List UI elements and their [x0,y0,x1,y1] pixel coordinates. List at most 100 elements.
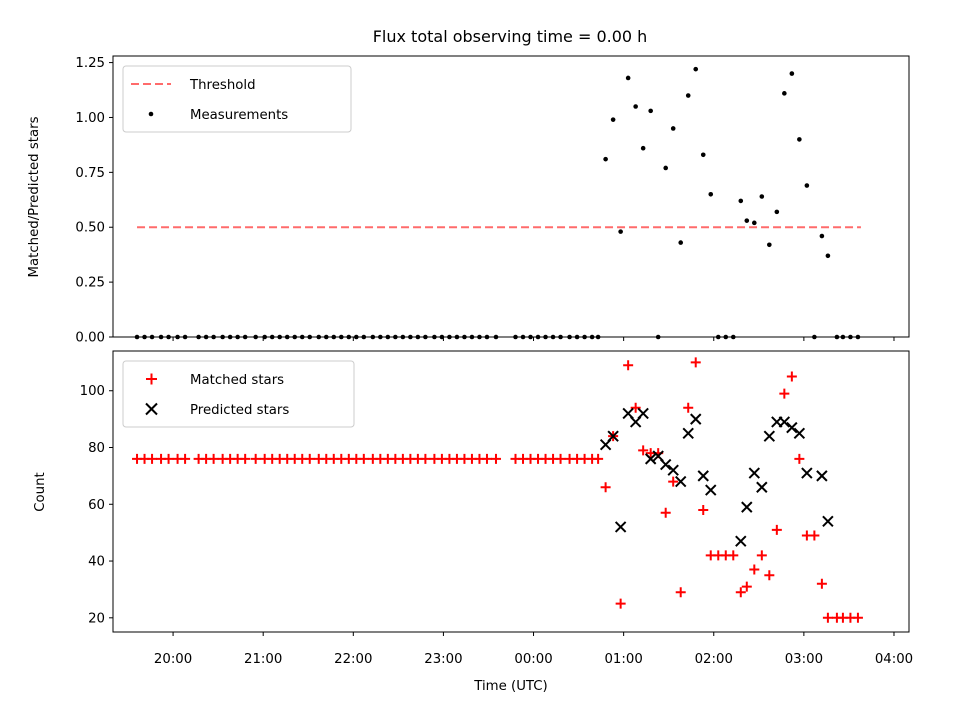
matched-star-point [749,564,760,575]
predicted-star-point [659,458,672,471]
matched-star-point [555,453,566,464]
matched-star-point [660,507,671,518]
matched-star-point [147,453,158,464]
matched-star-point [240,453,251,464]
predicted-star-point [614,521,627,533]
measurement-point [678,240,684,245]
predicted-star-point [748,467,761,479]
bottom-y-axis-label: Count [33,472,48,512]
matched-star-point [358,453,369,464]
predicted-star-point [682,427,694,440]
matched-star-point [638,445,649,456]
matched-star-point [756,550,767,561]
y-tick-label: 1.00 [75,111,105,126]
y-tick-label: 20 [88,611,105,626]
predicted-star-point [690,413,702,425]
bottom-plot-frame [112,350,910,633]
x-tick-label: 02:00 [695,652,733,667]
matched-star-point [490,453,501,464]
measurement-point [700,152,706,158]
predicted-star-point [801,467,813,479]
measurement-point [774,209,780,215]
matched-star-point [163,453,174,464]
matched-stars-legend-swatch [146,373,157,385]
measurement-point [804,183,810,188]
matched-star-point [735,587,746,598]
x-tick-label: 00:00 [514,652,552,667]
top-legend: Threshold Measurements [122,65,352,133]
predicted-star-point [786,421,798,434]
bottom-plot-marks [132,357,863,623]
predicted-star-point [756,481,768,493]
measurement-point [752,220,757,226]
matched-star-point [822,612,833,623]
y-tick-label: 60 [88,498,105,513]
matched-stars-legend-label: Matched stars [190,373,284,388]
matched-star-point [683,402,694,413]
matched-star-point [600,482,611,493]
threshold-legend-label: Threshold [189,78,256,93]
predicted-star-point [667,464,679,476]
x-tick-label: 21:00 [244,652,282,667]
y-tick-label: 0.00 [75,331,105,346]
matched-star-point [420,453,431,464]
predicted-star-point [763,430,776,442]
predicted-star-point [637,407,649,420]
x-tick-label: 01:00 [604,652,642,667]
chart-title: Flux total observing time = 0.00 h [373,27,648,46]
matched-star-point [728,550,739,561]
x-tick-label: 20:00 [154,652,192,667]
matched-star-point [794,453,805,464]
matched-star-point [741,581,752,592]
measurement-point [648,108,653,114]
matched-star-point [786,371,797,382]
bottom-legend-box [122,360,355,428]
bottom-x-axis: 20:00 21:00 22:00 23:00 00:00 01:00 02:00 03:00… [154,632,913,667]
measurement-point [789,71,795,76]
predicted-star-point [793,427,806,440]
matched-star-point [816,578,827,589]
y-tick-label: 1.25 [75,56,105,71]
predicted-star-point [705,484,717,496]
matched-star-point [593,453,604,464]
measurement-point [633,104,638,109]
measurement-point [825,253,831,259]
top-panel: 0.00 0.25 0.50 0.75 1.00 1.25 Matched/Predict… [27,55,910,346]
measurement-point [738,198,744,204]
measurements-legend-swatch [148,111,154,117]
measurement-point [618,229,623,234]
matched-star-point [250,453,261,464]
y-tick-label: 100 [80,384,105,399]
y-tick-label: 0.50 [75,221,105,236]
matched-star-point [615,598,626,609]
x-tick-label: 03:00 [785,652,823,667]
matched-star-point [764,570,775,581]
measurement-point [685,93,691,98]
matched-star-point [481,453,492,464]
matched-star-point [208,453,219,464]
measurement-point [640,145,646,151]
y-tick-label: 80 [88,441,105,456]
matched-star-point [779,388,790,399]
matched-star-point [304,453,315,464]
measurement-point [603,156,608,162]
top-legend-box [122,65,352,133]
predicted-star-point [778,416,791,428]
measurement-point [693,66,699,72]
top-plot-frame [112,55,910,338]
predicted-star-point [816,470,828,482]
matched-star-point [623,360,634,371]
top-y-axis: 0.00 0.25 0.50 0.75 1.00 1.25 [75,56,113,346]
top-x-ticks [172,337,895,341]
top-y-axis-label: Matched/Predicted stars [27,116,42,277]
measurement-point [625,75,631,81]
measurement-point [610,117,616,122]
matched-star-point [771,524,782,535]
measurement-point [767,242,772,248]
measurement-point [797,137,802,142]
bottom-panel: 20 40 60 80 100 20:00 21:00 22:00 23:00 00:00 01:… [33,350,913,694]
measurements-legend-label: Measurements [190,108,288,123]
matched-star-point [180,453,191,464]
measurement-point [782,91,787,96]
